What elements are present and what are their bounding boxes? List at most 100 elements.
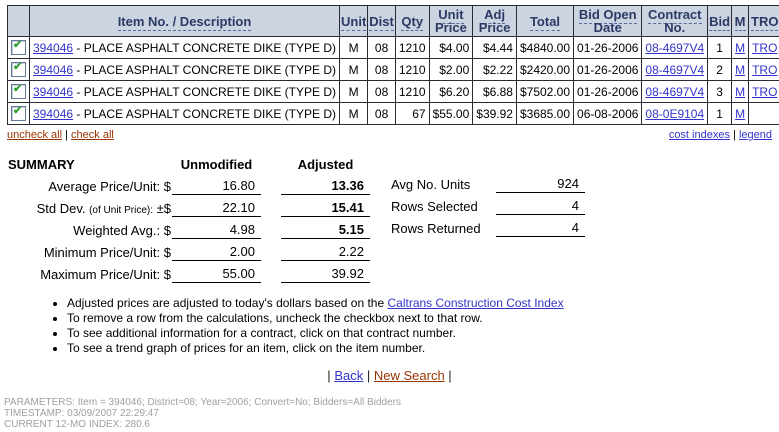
bid-results-table: Item No. / Description Unit Dist Qty Uni… <box>7 5 779 125</box>
header-adj-price[interactable]: Adj Price <box>472 5 517 37</box>
currency-sign: $ <box>163 178 171 194</box>
summary-row: Average Price/Unit: $ 16.80 13.36 <box>7 173 370 195</box>
footer-timestamp: TIMESTAMP: 03/09/2007 22:29:47 <box>4 408 159 419</box>
footer-parameters: PARAMETERS: Item = 394046; District=08; … <box>4 397 401 408</box>
note-item: To see additional information for a cont… <box>67 326 772 340</box>
dist-cell: 08 <box>367 58 396 81</box>
adjusted-value: 5.15 <box>281 216 370 239</box>
header-item-description[interactable]: Item No. / Description <box>28 5 341 37</box>
header-label: Bid Open Date <box>578 7 637 36</box>
table-header-row: Item No. / Description Unit Dist Qty Uni… <box>7 5 779 37</box>
row-checkbox[interactable]: ✔ <box>11 61 26 78</box>
unit-price-cell: $55.00 <box>428 102 474 125</box>
header-label: Contract No. <box>648 7 702 36</box>
item-number-link[interactable]: 394046 <box>33 40 74 55</box>
stat-value: 4 <box>496 214 585 237</box>
contract-number-link[interactable]: 08-0E9104 <box>645 106 705 121</box>
note-text: To see additional information for a cont… <box>67 326 456 340</box>
legend-link[interactable]: legend <box>738 129 772 141</box>
summary-section: SUMMARY Unmodified Adjusted Average Pric… <box>7 152 772 283</box>
item-description: - PLACE ASPHALT CONCRETE DIKE (TYPE D) <box>76 106 337 121</box>
unit-cell: M <box>339 36 369 59</box>
item-number-link[interactable]: 394046 <box>33 84 74 99</box>
bid-rank-cell: 3 <box>707 80 733 103</box>
header-label: TRO <box>751 13 779 31</box>
row-checkbox[interactable]: ✔ <box>11 83 26 100</box>
m-link[interactable]: M <box>735 40 746 55</box>
stat-row: Rows Returned 4 <box>390 214 585 237</box>
summary-label: Std Dev. <box>36 200 86 216</box>
separator: | <box>733 129 736 141</box>
back-link[interactable]: Back <box>334 368 364 383</box>
unit-price-cell: $6.20 <box>428 80 474 103</box>
currency-sign: ±$ <box>156 200 171 216</box>
bid-open-date-cell: 01-26-2006 <box>573 36 643 59</box>
header-bid-open-date[interactable]: Bid Open Date <box>573 5 643 37</box>
stat-label: Avg No. Units <box>391 176 471 192</box>
header-dist[interactable]: Dist <box>367 5 396 37</box>
header-m[interactable]: M <box>731 5 750 37</box>
unit-cell: M <box>339 102 369 125</box>
header-label: Total <box>529 13 561 31</box>
footer-index: CURRENT 12-MO INDEX: 280.6 <box>4 419 150 430</box>
header-unit-price[interactable]: Unit Price <box>428 5 474 37</box>
tro-link[interactable]: TRO <box>752 84 778 99</box>
tro-link[interactable]: TRO <box>752 62 778 77</box>
tro-link[interactable]: TRO <box>752 40 778 55</box>
currency-sign: $ <box>163 266 171 282</box>
checkmark-icon: ✔ <box>13 61 23 74</box>
separator: | <box>65 129 68 141</box>
header-label: Bid <box>709 13 731 31</box>
summary-label: Minimum Price/Unit: <box>43 244 161 260</box>
unit-price-cell: $4.00 <box>428 36 474 59</box>
note-item: To remove a row from the calculations, u… <box>67 311 772 325</box>
note-text: To see a trend graph of prices for an it… <box>67 341 426 355</box>
adj-price-cell: $4.44 <box>472 36 517 59</box>
bid-open-date-cell: 06-08-2006 <box>573 102 643 125</box>
qty-cell: 1210 <box>394 80 430 103</box>
item-number-link[interactable]: 394046 <box>33 106 74 121</box>
contract-number-link[interactable]: 08-4697V4 <box>645 84 705 99</box>
header-qty[interactable]: Qty <box>394 5 430 37</box>
summary-row: Weighted Avg.: $ 4.98 5.15 <box>7 216 370 239</box>
item-description: - PLACE ASPHALT CONCRETE DIKE (TYPE D) <box>76 84 337 99</box>
total-cell: $4840.00 <box>515 36 575 59</box>
header-label: Unit <box>341 13 367 31</box>
header-contract-no[interactable]: Contract No. <box>641 5 709 37</box>
separator: | <box>366 368 371 383</box>
header-tro[interactable]: TRO <box>748 5 779 37</box>
contract-number-link[interactable]: 08-4697V4 <box>645 62 705 77</box>
stat-label: Rows Returned <box>391 220 481 236</box>
uncheck-all-link[interactable]: uncheck all <box>7 129 63 141</box>
m-link[interactable]: M <box>735 84 746 99</box>
row-checkbox[interactable]: ✔ <box>11 105 26 122</box>
m-link[interactable]: M <box>735 106 746 121</box>
header-label: Adj Price <box>478 7 511 36</box>
row-checkbox[interactable]: ✔ <box>11 39 26 56</box>
total-cell: $2420.00 <box>515 58 575 81</box>
check-controls: uncheck all | check all <box>7 129 114 141</box>
adjusted-value: 13.36 <box>281 173 370 195</box>
cost-indexes-link[interactable]: cost indexes <box>668 129 730 141</box>
cost-index-link[interactable]: Caltrans Construction Cost Index <box>387 296 564 310</box>
summary-title: SUMMARY <box>8 157 75 172</box>
bid-open-date-cell: 01-26-2006 <box>573 80 643 103</box>
header-unit[interactable]: Unit <box>339 5 369 37</box>
m-link[interactable]: M <box>735 62 746 77</box>
bid-open-date-cell: 01-26-2006 <box>573 58 643 81</box>
contract-number-link[interactable]: 08-4697V4 <box>645 40 705 55</box>
table-row: ✔ 394046 - PLACE ASPHALT CONCRETE DIKE (… <box>7 80 779 103</box>
check-all-link[interactable]: check all <box>71 129 114 141</box>
note-text: Adjusted prices are adjusted to today's … <box>67 296 388 310</box>
header-label: Item No. / Description <box>117 13 252 31</box>
header-bid[interactable]: Bid <box>707 5 733 37</box>
summary-row: Minimum Price/Unit: $ 2.00 2.22 <box>7 238 370 261</box>
header-total[interactable]: Total <box>515 5 575 37</box>
bid-rank-cell: 1 <box>707 36 733 59</box>
reference-links: cost indexes | legend <box>669 129 772 141</box>
summary-row: Maximum Price/Unit: $ 55.00 39.92 <box>7 260 370 283</box>
bid-rank-cell: 1 <box>707 102 733 125</box>
dist-cell: 08 <box>367 102 396 125</box>
item-number-link[interactable]: 394046 <box>33 62 74 77</box>
new-search-link[interactable]: New Search <box>373 368 445 383</box>
